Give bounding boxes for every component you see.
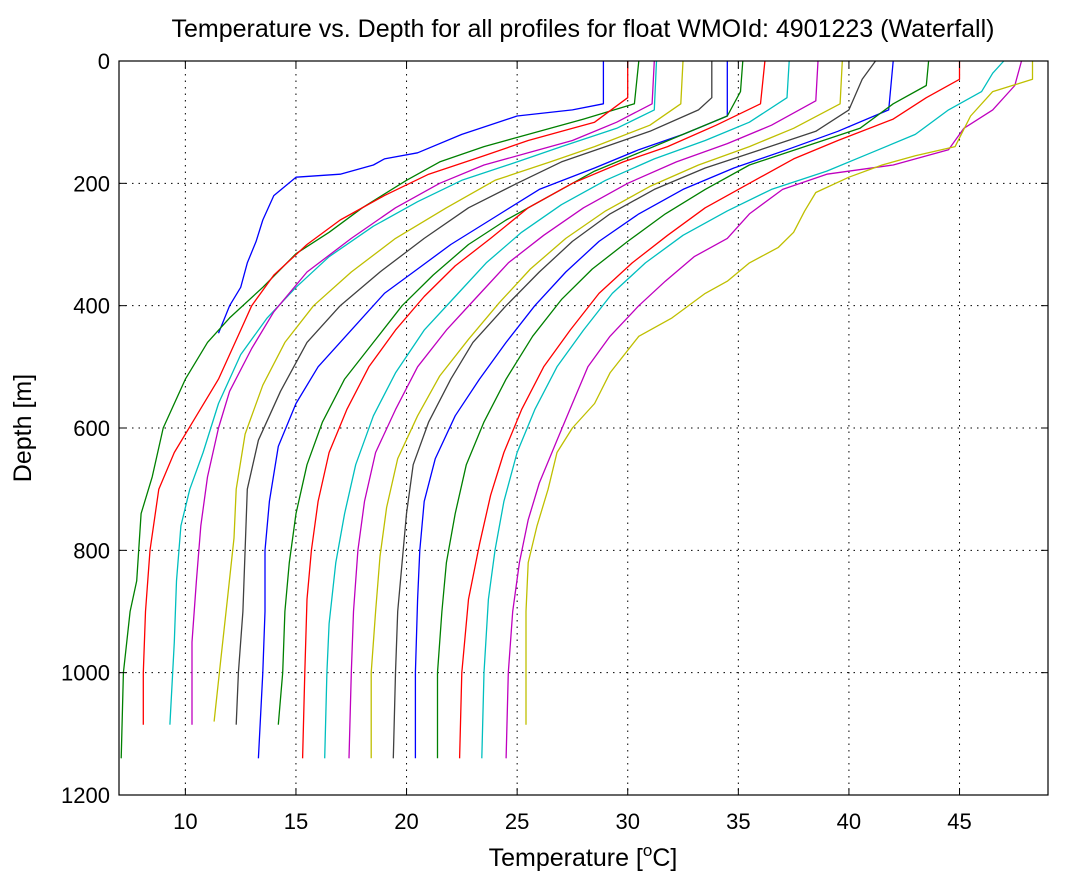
profile-line-5 [191, 60, 655, 725]
profile-line-17 [458, 61, 961, 759]
x-tick-label: 15 [284, 809, 308, 834]
x-axis-label-suffix: C] [652, 844, 677, 872]
x-tick-label: 20 [394, 809, 418, 834]
profile-line-8 [257, 61, 728, 759]
profile-line-13 [370, 60, 843, 759]
profile-lines [120, 60, 1034, 759]
y-tick-label: 0 [98, 49, 110, 74]
profile-line-6 [213, 60, 684, 722]
profile-line-1 [217, 61, 605, 334]
chart-title: Temperature vs. Depth for all profiles f… [171, 15, 994, 43]
x-axis-label-prefix: Temperature [ [489, 844, 643, 872]
profile-line-10 [301, 60, 766, 759]
y-tick-labels: 0 200 400 600 800 1000 1200 [61, 49, 110, 808]
profile-line-15 [414, 60, 894, 759]
x-tick-label: 10 [173, 809, 197, 834]
profile-line-3 [142, 61, 629, 725]
profile-line-18 [481, 60, 1005, 759]
axis-ticks [119, 60, 1048, 796]
y-tick-label: 600 [73, 416, 110, 441]
x-tick-label: 40 [837, 809, 861, 834]
profile-line-19 [505, 60, 1023, 759]
profile-line-14 [392, 60, 877, 759]
x-axis-label-superscript: o [643, 841, 652, 860]
y-tick-label: 800 [73, 538, 110, 563]
y-tick-label: 400 [73, 294, 110, 319]
y-tick-label: 1200 [61, 783, 110, 808]
profile-line-7 [235, 61, 713, 725]
y-tick-label: 1000 [61, 661, 110, 686]
x-axis-label: Temperature [oC] [489, 841, 678, 872]
profile-line-4 [169, 60, 658, 725]
profile-line-12 [348, 60, 819, 759]
profile-line-20 [525, 61, 1034, 725]
x-tick-label: 25 [505, 809, 529, 834]
y-tick-label: 200 [73, 171, 110, 196]
profile-line-11 [324, 60, 790, 759]
y-axis-label: Depth [m] [9, 374, 37, 482]
x-tick-label: 30 [615, 809, 639, 834]
profile-line-9 [277, 60, 744, 725]
x-tick-labels: 10 15 20 25 30 35 40 45 [173, 809, 972, 834]
x-tick-label: 35 [726, 809, 750, 834]
profile-line-16 [436, 60, 930, 759]
x-tick-label: 45 [947, 809, 971, 834]
grid-lines [119, 61, 1048, 795]
profile-line-2 [120, 60, 640, 759]
